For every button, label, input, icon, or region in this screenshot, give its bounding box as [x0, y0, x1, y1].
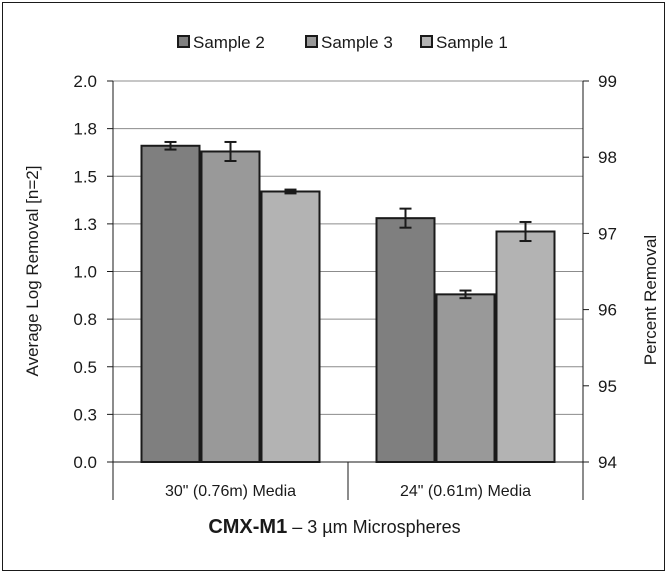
- y-tick-label: 0.5: [73, 358, 97, 377]
- y-axis-label: Average Log Removal [n=2]: [23, 166, 42, 377]
- bar: [140, 144, 201, 464]
- y2-tick-label: 98: [598, 148, 617, 167]
- y-tick-label: 1.3: [73, 215, 97, 234]
- y-tick-label: 0.3: [73, 405, 97, 424]
- y2-axis-label: Percent Removal: [641, 235, 660, 365]
- y-tick-label: 2.0: [73, 72, 97, 91]
- y2-tick-label: 94: [598, 453, 617, 472]
- legend-label: Sample 1: [436, 33, 508, 52]
- category-label: 30" (0.76m) Media: [165, 483, 296, 500]
- legend-label: Sample 2: [193, 33, 265, 52]
- y2-tick-label: 95: [598, 377, 617, 396]
- error-bars: [164, 140, 532, 300]
- y-tick-label: 1.8: [73, 120, 97, 139]
- legend-swatch: [305, 35, 318, 48]
- bar: [435, 293, 496, 463]
- y-tick-label: 0.8: [73, 310, 97, 329]
- legend-swatch: [177, 35, 190, 48]
- legend-label: Sample 3: [321, 33, 393, 52]
- y-tick-label: 1.5: [73, 167, 97, 186]
- y-tick-label: 0.0: [73, 453, 97, 472]
- caption-model: CMX-M1: [208, 516, 288, 538]
- category-labels: 30" (0.76m) Media 24" (0.61m) Media: [165, 483, 531, 500]
- caption-description: – 3 µm Microspheres: [287, 517, 461, 537]
- y2-axis-ticks: 94 95 96 97 98 99: [583, 72, 617, 472]
- y2-tick-label: 96: [598, 301, 617, 320]
- legend: Sample 2 Sample 3 Sample 1: [177, 33, 508, 52]
- bar: [495, 230, 556, 463]
- y-tick-label: 1.0: [73, 263, 97, 282]
- y-axis-ticks: 0.0 0.3 0.5 0.8 1.0 1.3 1.5 1.8 2.0: [73, 72, 113, 472]
- bar: [260, 190, 321, 464]
- bar: [200, 150, 261, 464]
- chart-caption: CMX-M1 – 3 µm Microspheres: [0, 516, 669, 539]
- bars: [140, 144, 556, 464]
- bar: [375, 217, 436, 463]
- category-label: 24" (0.61m) Media: [400, 483, 531, 500]
- y2-tick-label: 99: [598, 72, 617, 91]
- y2-tick-label: 97: [598, 224, 617, 243]
- legend-swatch: [420, 35, 433, 48]
